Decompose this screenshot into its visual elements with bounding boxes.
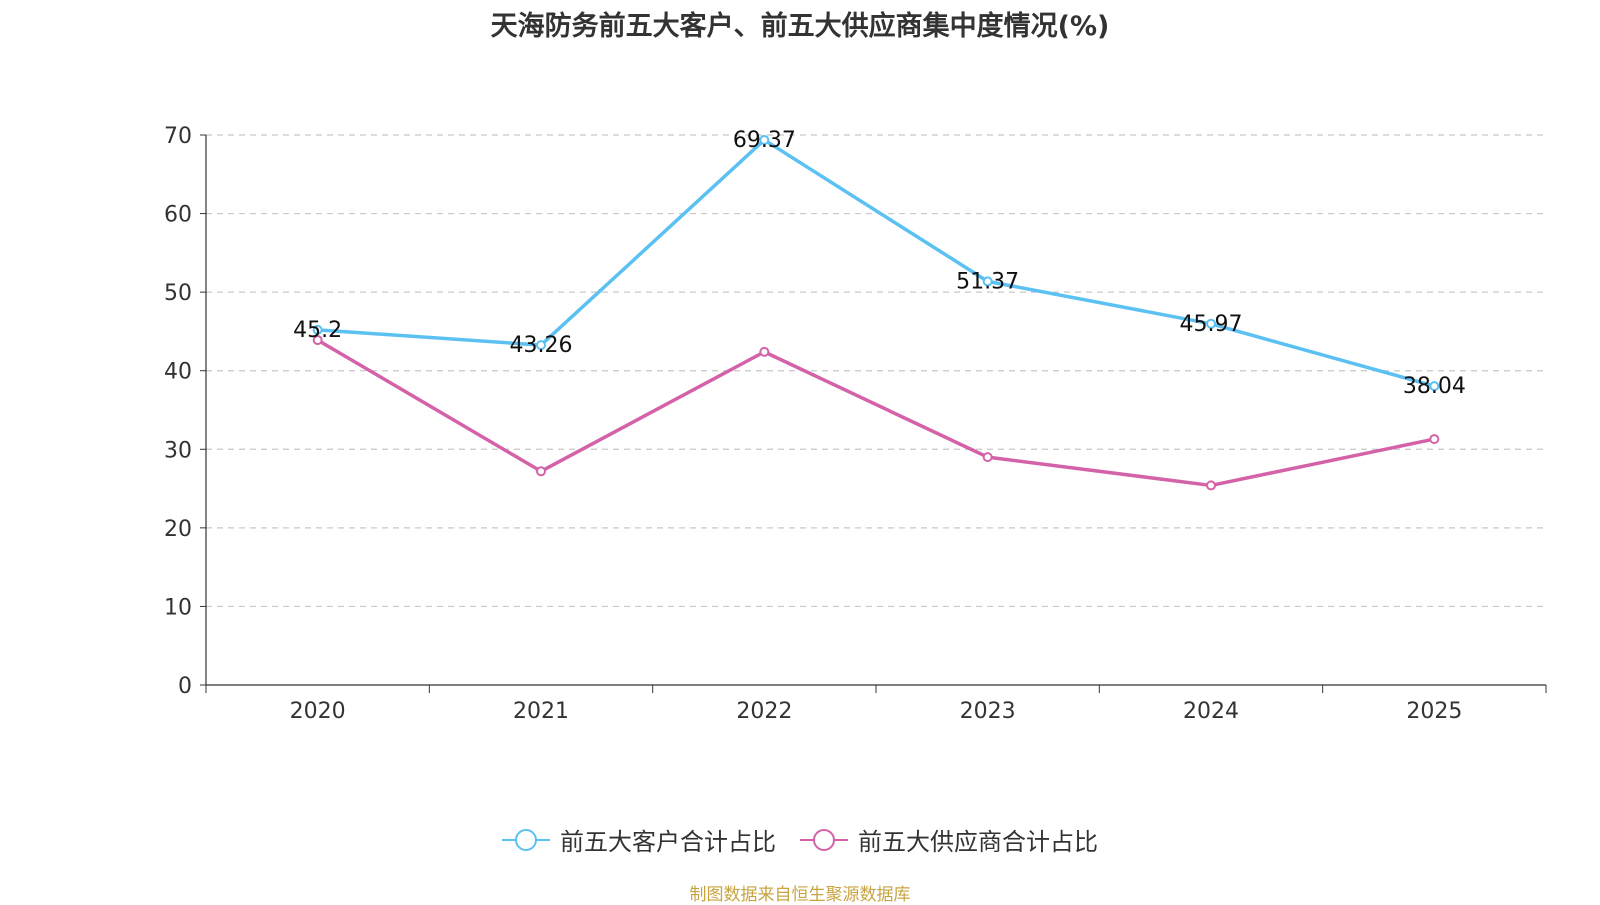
x-tick-label: 2024 [1183,699,1239,724]
data-point[interactable] [536,466,546,477]
data-point[interactable] [982,276,993,287]
data-point[interactable] [1429,381,1440,392]
x-tick-label: 2022 [736,699,792,724]
legend-line-circle-icon [800,828,848,851]
series-line-2 [316,338,1435,488]
legend: 前五大客户合计占比 前五大供应商合计占比 [0,822,1600,857]
data-point[interactable] [1429,434,1440,445]
data-label: 43.26 [510,333,573,358]
data-point[interactable] [759,346,770,357]
data-label: 51.37 [956,269,1019,294]
data-point[interactable] [312,335,323,346]
legend-item-suppliers[interactable]: 前五大供应商合计占比 [800,822,1098,857]
y-tick-label: 70 [164,124,192,149]
data-label: 38.04 [1403,374,1466,399]
x-tick-label: 2025 [1406,699,1462,724]
y-tick-label: 10 [164,595,192,620]
y-tick-label: 20 [164,517,192,542]
y-tick-label: 60 [164,203,192,228]
data-point[interactable] [312,324,323,335]
data-point[interactable] [759,134,770,145]
x-tick-label: 2023 [960,699,1016,724]
data-label: 45.97 [1180,312,1243,337]
data-point[interactable] [982,452,993,463]
legend-label-customers: 前五大客户合计占比 [560,828,776,856]
legend-label-suppliers: 前五大供应商合计占比 [858,828,1098,856]
data-label: 45.2 [293,318,342,343]
data-point[interactable] [1206,318,1216,329]
y-tick-label: 50 [164,281,192,306]
x-tick-label: 2021 [513,699,569,724]
legend-line-circle-icon [502,828,550,851]
series-line-1 [317,138,1435,388]
data-label: 69.37 [733,128,796,153]
y-tick-label: 40 [164,360,192,385]
data-point[interactable] [536,340,546,351]
data-point[interactable] [1206,480,1216,491]
x-tick-label: 2020 [290,699,346,724]
y-tick-label: 0 [178,674,192,699]
chart-title: 天海防务前五大客户、前五大供应商集中度情况(%) [490,11,1110,42]
y-tick-label: 30 [164,438,192,463]
source-note: 制图数据来自恒生聚源数据库 [689,885,911,905]
legend-item-customers[interactable]: 前五大客户合计占比 [502,822,776,857]
